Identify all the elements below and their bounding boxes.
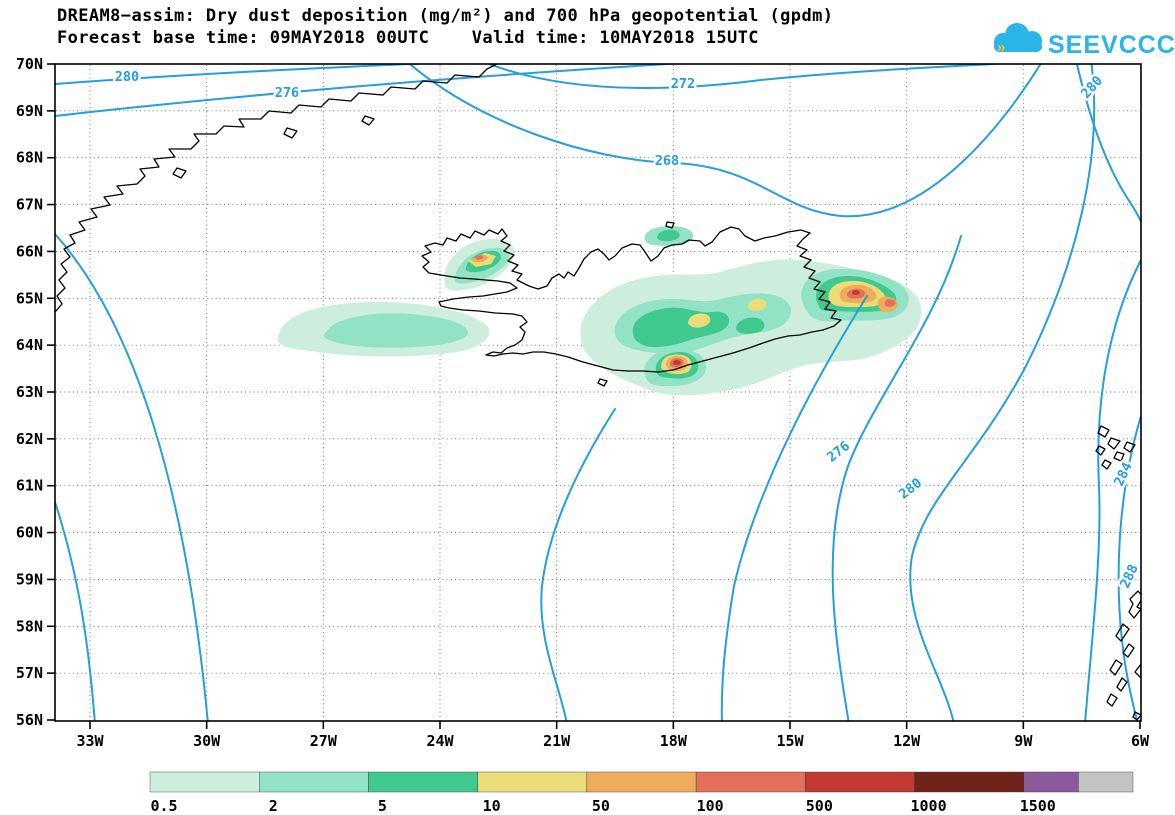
coastline-greenland-islets: [172, 115, 375, 179]
dust-area-east-dab: [688, 313, 711, 328]
lon-label: 12W: [893, 732, 921, 750]
coastline-faroe-islands: [1095, 425, 1136, 470]
contour-label: 280: [115, 69, 139, 85]
lon-label: 18W: [660, 732, 688, 750]
contour-label: 272: [671, 76, 695, 92]
legend-label: 10: [483, 797, 501, 815]
legend-swatch-max: [1078, 771, 1134, 793]
dust-area-east-dab: [736, 317, 765, 334]
contour-label: 280: [896, 475, 925, 503]
chart-title: DREAM8−assim: Dry dust deposition (mg/m²…: [57, 6, 834, 26]
coastlines: [55, 64, 1141, 721]
legend-label: 100: [697, 797, 724, 815]
contour-label: 268: [655, 153, 679, 169]
coastline-hebrides: [1106, 590, 1141, 721]
legend-swatch-1500: [1023, 771, 1079, 793]
legend-swatch-50: [586, 771, 697, 793]
legend-label: 1000: [910, 797, 946, 815]
lat-label: 56N: [16, 711, 43, 729]
lat-label: 59N: [16, 570, 43, 588]
dust-area-northeast-max: [852, 289, 860, 295]
lat-label: 68N: [16, 149, 43, 167]
geopotential-contours: [55, 64, 1141, 721]
lon-label: 27W: [310, 732, 338, 750]
seevccc-logo: » SEEVCCC: [994, 23, 1175, 59]
grid-layer: [56, 65, 1140, 720]
legend-label: 0.5: [150, 797, 177, 815]
contour-label: 276: [275, 85, 299, 101]
dust-area-west-lens-core: [323, 313, 469, 348]
legend-swatch-500: [805, 771, 915, 793]
coastline-iceland-islets: [597, 221, 675, 387]
contour-label: 280: [1078, 73, 1106, 102]
contour-268: [408, 64, 1042, 218]
legend-swatch-10: [477, 771, 588, 793]
lat-label: 60N: [16, 524, 43, 542]
cloud-icon: [994, 23, 1042, 52]
legend-swatch-2: [259, 771, 369, 793]
axes-layer: 70N 69N 68N 67N 66N 65N 64N 63N 62N 61N 60N 59N 58N 5…: [16, 55, 1150, 750]
legend-label: 500: [806, 797, 833, 815]
contour-276-ne: [1075, 64, 1141, 223]
lon-label: 24W: [426, 732, 454, 750]
lon-label: 33W: [76, 732, 104, 750]
dust-area-east-dab: [748, 298, 767, 311]
lon-label: 9W: [1014, 732, 1033, 750]
contour-272-se: [720, 295, 868, 721]
lat-label: 70N: [16, 55, 43, 73]
lat-label: 58N: [16, 617, 43, 635]
contour-276-nw: [55, 64, 685, 117]
lat-label: 61N: [16, 477, 43, 495]
lat-label: 63N: [16, 383, 43, 401]
logo-arrows-icon: »: [997, 39, 1005, 56]
lat-label: 66N: [16, 242, 43, 260]
title-block: DREAM8−assim: Dry dust deposition (mg/m²…: [57, 5, 833, 49]
legend-swatch-5: [368, 771, 478, 793]
legend-label: 1500: [1020, 797, 1056, 815]
legend-colorbar: 0.5 2 5 10 50 100 500 1000 1500: [149, 771, 1134, 815]
contour-272-s: [540, 408, 616, 721]
lat-label: 57N: [16, 664, 43, 682]
lon-label: 30W: [193, 732, 221, 750]
legend-swatch-100: [695, 771, 806, 793]
contour-280-se: [909, 64, 1096, 721]
contour-label: 288: [1117, 562, 1142, 591]
dust-area-north-coast: [657, 229, 680, 242]
map-frame: [54, 63, 1142, 722]
legend-label: 2: [269, 797, 278, 815]
lat-label: 62N: [16, 430, 43, 448]
contour-284-e: [1084, 259, 1141, 721]
legend-swatch-0.5: [149, 771, 260, 793]
legend-label: 5: [378, 797, 387, 815]
lon-label: 21W: [543, 732, 571, 750]
contour-288-e: [1117, 415, 1141, 721]
lon-label: 6W: [1131, 732, 1150, 750]
dust-area-south-coast-max: [673, 359, 681, 365]
dust-area-westfjords: [474, 255, 484, 260]
lat-label: 67N: [16, 196, 43, 214]
chart-subtitle: Forecast base time: 09MAY2018 00UTC Vali…: [57, 28, 759, 48]
legend-swatch-1000: [914, 771, 1024, 793]
contour-276-se: [831, 235, 962, 721]
lon-label: 15W: [776, 732, 804, 750]
contour-label: 284: [1111, 460, 1136, 489]
coastline-iceland: [421, 226, 842, 373]
coastline-greenland: [55, 64, 499, 313]
contour-280-nw: [55, 64, 433, 85]
legend-label: 50: [592, 797, 610, 815]
lat-label: 65N: [16, 289, 43, 307]
contour-276-w: [55, 233, 209, 721]
logo-text: SEEVCCC: [1048, 31, 1175, 59]
dust-area-east-coast: [885, 299, 896, 307]
lat-label: 64N: [16, 336, 43, 354]
contour-280-w: [55, 501, 96, 721]
lat-label: 69N: [16, 102, 43, 120]
